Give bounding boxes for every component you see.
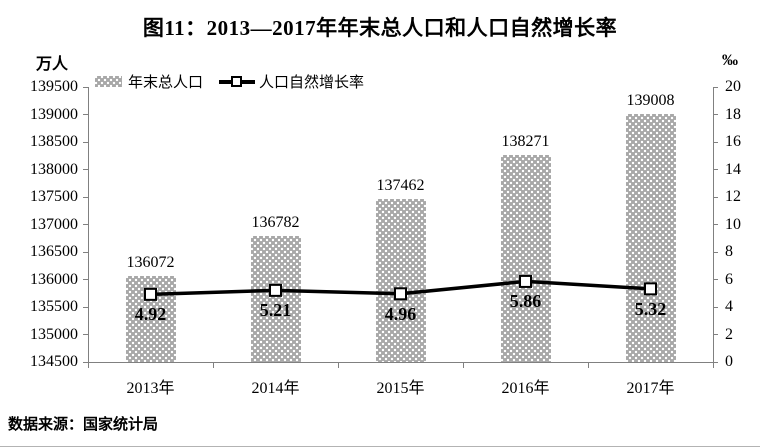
right-axis-tick [713, 361, 718, 363]
left-axis-unit: 万人 [36, 56, 69, 73]
bar-value-label: 137462 [376, 177, 425, 195]
left-axis-tick [83, 196, 88, 198]
data-source-note: 数据来源：国家统计局 [8, 416, 159, 433]
right-axis-tick-label: 12 [725, 188, 741, 205]
left-axis-tick-label: 138500 [30, 133, 78, 150]
x-axis-line [88, 362, 714, 363]
legend: 年末总人口 人口自然增长率 [95, 71, 364, 92]
left-axis-tick-label: 135000 [30, 325, 78, 343]
x-axis-category-label: 2016年 [501, 380, 550, 397]
bar-legend-swatch-icon [95, 76, 122, 87]
right-axis-unit: ‰ [722, 52, 738, 69]
right-axis-tick [713, 334, 718, 335]
x-axis-tick [462, 363, 464, 368]
line-value-label: 5.86 [509, 291, 542, 312]
left-axis-tick-label: 139000 [30, 105, 78, 123]
x-axis-category-label: 2014年 [251, 380, 300, 397]
bar [500, 154, 551, 362]
right-axis-tick [713, 196, 718, 198]
x-axis-category-label: 2015年 [376, 380, 425, 397]
right-axis-tick [713, 251, 718, 253]
line-legend-marker-icon [219, 75, 256, 88]
line-marker-icon [519, 274, 532, 288]
left-axis-tick-label: 134500 [30, 353, 78, 370]
left-axis-tick [83, 361, 88, 363]
line-value-label: 4.92 [134, 304, 167, 325]
left-axis-tick-label: 136500 [30, 243, 78, 260]
left-y-axis-line [88, 87, 89, 363]
chart-title: 图11：2013—2017年年末总人口和人口自然增长率 [142, 16, 618, 40]
line-marker-icon [644, 282, 657, 296]
right-axis-tick [713, 141, 718, 143]
right-axis-tick-label: 4 [725, 298, 733, 315]
left-axis-tick-label: 138000 [30, 160, 78, 178]
right-axis-tick-label: 8 [725, 243, 733, 260]
line-value-label: 5.21 [259, 300, 292, 321]
right-axis-tick-label: 0 [725, 353, 733, 370]
right-axis-tick-label: 20 [725, 78, 741, 95]
left-axis-tick [83, 251, 88, 253]
x-axis-tick [337, 363, 339, 368]
right-axis-tick-label: 14 [725, 160, 741, 178]
left-axis-tick-label: 137500 [30, 188, 78, 205]
left-axis-tick-label: 136000 [30, 270, 78, 288]
x-axis-tick [712, 363, 714, 368]
left-axis-tick-label: 135500 [30, 298, 78, 315]
right-axis-tick [713, 279, 718, 280]
right-axis-tick [713, 306, 718, 308]
left-axis-tick [83, 141, 88, 143]
x-axis-tick [212, 363, 214, 368]
right-axis-tick [713, 224, 718, 225]
line-marker-icon [394, 287, 407, 301]
left-axis-tick [83, 169, 88, 170]
bar-value-label: 139008 [626, 92, 675, 110]
left-axis-tick [83, 279, 88, 280]
bar-value-label: 138271 [501, 132, 550, 150]
right-y-axis-line [713, 87, 714, 363]
left-axis-tick [83, 114, 88, 115]
left-axis-tick-label: 139500 [30, 78, 78, 95]
bar [250, 236, 301, 362]
bar [375, 199, 426, 362]
right-axis-tick-label: 10 [725, 215, 741, 233]
left-axis-tick-label: 137000 [30, 215, 78, 233]
bottom-border-line [0, 446, 760, 447]
right-axis-tick [713, 114, 718, 115]
line-marker-icon [144, 287, 157, 301]
right-axis-tick-label: 18 [725, 105, 741, 123]
bar-value-label: 136782 [251, 214, 300, 232]
right-axis-tick-label: 2 [725, 325, 733, 343]
right-axis-tick [713, 169, 718, 170]
bar [625, 114, 676, 362]
line-value-label: 4.96 [384, 303, 417, 324]
bar-legend-label: 年末总人口 [128, 75, 204, 91]
right-axis-tick-label: 6 [725, 270, 733, 288]
x-axis-category-label: 2013年 [126, 380, 175, 397]
plot-area: 134500 135000 135500 136000 136500 137000 1375… [30, 78, 741, 397]
right-axis-tick-label: 16 [725, 133, 741, 150]
x-axis-tick [87, 363, 89, 368]
line-marker-icon [269, 283, 282, 297]
bar-value-label: 136072 [126, 253, 175, 271]
right-axis-tick [713, 86, 718, 88]
left-axis-tick [83, 306, 88, 308]
line-legend-label: 人口自然增长率 [259, 75, 365, 91]
growth-rate-line [144, 274, 657, 301]
left-axis-tick [83, 334, 88, 335]
x-axis-category-label: 2017年 [626, 380, 675, 397]
left-axis-tick [83, 224, 88, 225]
left-axis-tick [83, 86, 88, 88]
x-axis-tick [587, 363, 589, 368]
line-value-label: 5.32 [634, 298, 667, 319]
